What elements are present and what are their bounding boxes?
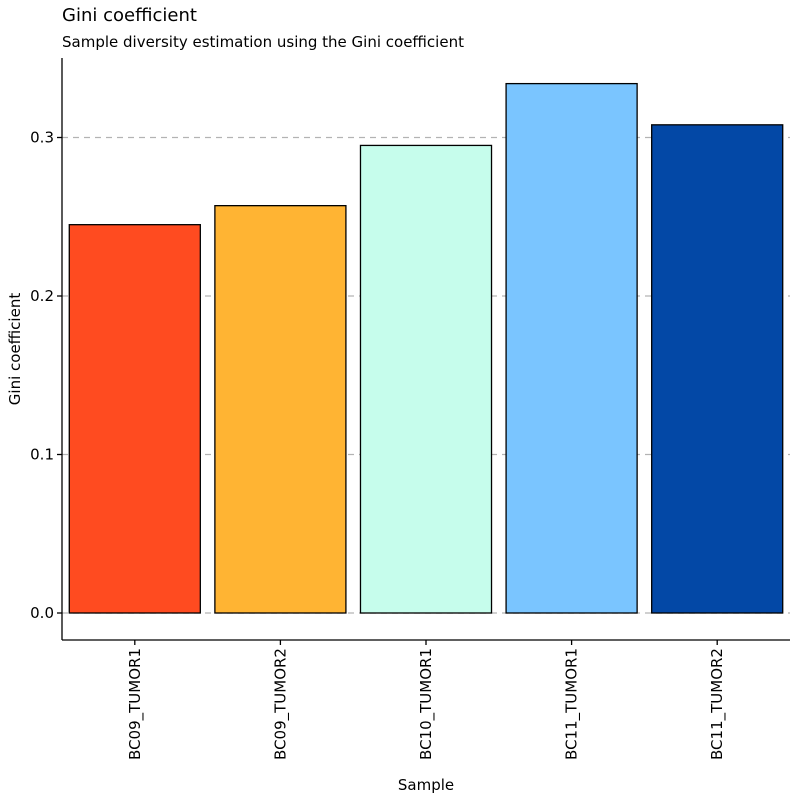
x-tick-label: BC10_TUMOR1 bbox=[417, 648, 436, 760]
x-tick-label: BC11_TUMOR1 bbox=[563, 648, 582, 760]
bar bbox=[651, 124, 784, 614]
bar bbox=[505, 82, 638, 614]
chart-title: Gini coefficient bbox=[62, 5, 197, 26]
x-axis-ticks: BC09_TUMOR1 BC09_TUMOR2 BC10_TUMOR1 BC11_TU… bbox=[126, 640, 727, 760]
y-tick-label: 0.3 bbox=[30, 129, 54, 147]
x-axis-title: Sample bbox=[398, 776, 454, 794]
x-tick-label: BC09_TUMOR1 bbox=[126, 648, 145, 760]
bars bbox=[68, 82, 784, 614]
y-tick-label: 0.0 bbox=[30, 604, 54, 622]
x-tick-label: BC09_TUMOR2 bbox=[271, 648, 290, 760]
y-tick-label: 0.2 bbox=[30, 287, 54, 305]
y-axis-title: Gini coefficient bbox=[6, 293, 24, 406]
bar bbox=[214, 205, 347, 614]
x-tick-label: BC11_TUMOR2 bbox=[708, 648, 727, 760]
y-axis-ticks: 0.0 0.1 0.2 0.3 bbox=[30, 129, 62, 622]
chart-subtitle: Sample diversity estimation using the Gi… bbox=[62, 33, 464, 51]
y-tick-label: 0.1 bbox=[30, 446, 54, 464]
bar bbox=[68, 224, 201, 614]
bar bbox=[359, 144, 493, 614]
